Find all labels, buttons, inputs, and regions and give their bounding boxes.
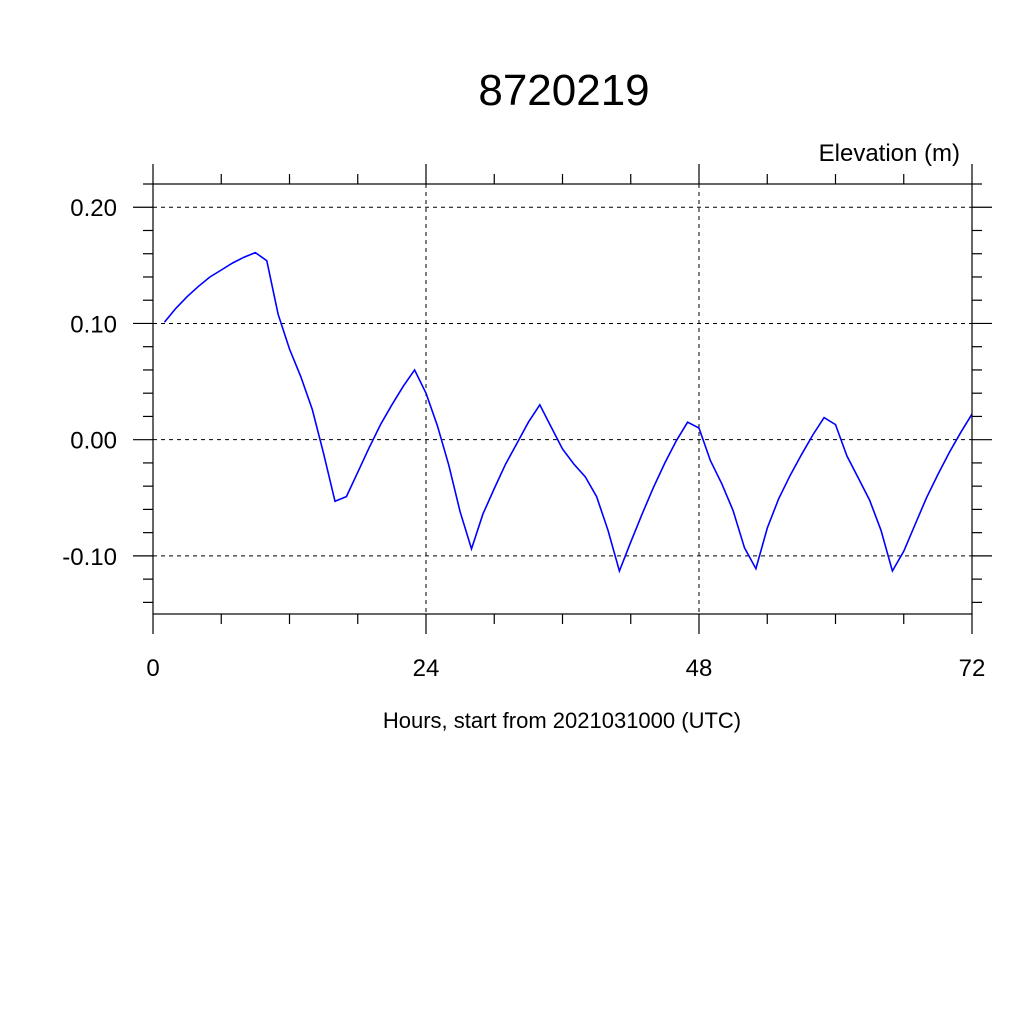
tick-labels: -0.10 0.00 0.10 0.20 0 24 48 72 <box>62 195 985 682</box>
x-tick-label: 24 <box>413 655 440 682</box>
y-tick-label: -0.10 <box>62 544 117 571</box>
x-axis-label: Hours, start from 2021031000 (UTC) <box>382 708 742 733</box>
axis-ticks <box>133 164 992 634</box>
grid-lines <box>153 184 972 614</box>
y-tick-label: 0.20 <box>70 195 117 222</box>
y-tick-label: 0.10 <box>70 311 117 338</box>
x-tick-label: 72 <box>959 655 986 682</box>
chart-title: 8720219 <box>478 66 650 115</box>
y-axis-label: Elevation (m) <box>818 140 960 167</box>
series-line <box>163 251 973 574</box>
plot-frame <box>152 183 973 615</box>
x-tick-label: 0 <box>146 655 159 682</box>
x-tick-label: 48 <box>686 655 713 682</box>
y-tick-label: 0.00 <box>70 428 117 455</box>
